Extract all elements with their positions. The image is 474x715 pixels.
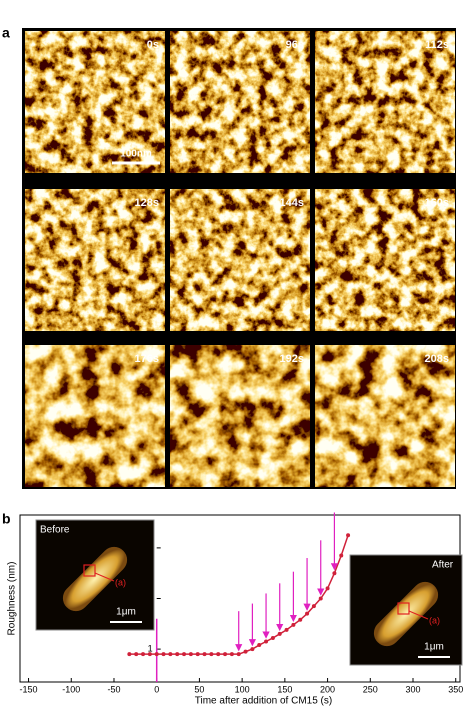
x-tick-label: 250 [363,684,378,694]
data-point [264,639,269,644]
x-tick-label: -50 [107,684,120,694]
afm-image [25,31,165,173]
afm-image [315,189,455,331]
afm-image [170,345,310,487]
data-point [223,652,228,657]
data-point [318,596,323,601]
region-label: (a) [429,615,440,625]
time-label: 112s [425,39,449,51]
time-label: 160s [425,197,449,209]
inset-scale-label: 1μm [116,607,136,618]
inset-title: After [432,560,454,571]
data-point [229,652,234,657]
data-point [277,631,282,636]
data-point [154,652,159,657]
region-box [83,564,96,577]
panel-label: a [2,25,10,41]
panel-label: b [2,511,11,527]
time-label: 0s [147,39,159,51]
inset-title: Before [40,525,70,536]
x-tick-label: -150 [20,684,38,694]
bacterium [62,546,128,612]
data-point [257,643,262,648]
data-point [182,652,187,657]
x-tick-label: 50 [194,684,204,694]
data-point [168,652,173,657]
data-point [216,652,221,657]
data-point [298,617,303,622]
time-label: 144s [280,197,304,209]
time-label: 208s [425,353,449,365]
data-point [325,586,330,591]
data-point [332,571,337,576]
afm-image [170,31,310,173]
x-axis-label: Time after addition of CM15 (s) [195,696,332,707]
data-point [141,652,146,657]
afm-image [25,189,165,331]
data-point [291,622,296,627]
scale-bar-label: 100nm [120,149,152,160]
data-point [250,647,255,652]
time-label: 192s [280,353,304,365]
data-point [202,652,207,657]
data-point [161,652,166,657]
data-point [346,533,351,538]
afm-image [170,189,310,331]
afm-image [315,31,455,173]
data-point [305,611,310,616]
x-tick-label: 0 [154,684,159,694]
region-label: (a) [115,577,126,587]
x-tick-label: 150 [277,684,292,694]
data-point [339,553,344,558]
afm-image [25,345,165,487]
x-tick-label: 350 [448,684,463,694]
time-label: 96s [286,39,304,51]
afm-image [315,345,455,487]
y-tick-label: 1 [148,643,153,653]
x-tick-label: 100 [235,684,250,694]
data-point [270,635,275,640]
data-point [188,652,193,657]
region-pointer [94,572,115,582]
data-point [311,604,316,609]
inset-scale-label: 1μm [424,642,444,653]
time-label: 176s [135,353,159,365]
data-point [147,652,152,657]
region-pointer [408,610,429,620]
data-point [236,652,241,657]
data-point [134,652,139,657]
data-point [127,652,132,657]
data-point [175,652,180,657]
data-point [284,627,289,632]
x-tick-label: 200 [320,684,335,694]
x-tick-label: -100 [62,684,80,694]
y-axis-label: Roughness (nm) [7,562,18,636]
data-point [209,652,214,657]
data-point [243,649,248,654]
region-box [397,602,410,615]
time-label: 128s [135,197,159,209]
data-point [195,652,200,657]
x-tick-label: 300 [405,684,420,694]
